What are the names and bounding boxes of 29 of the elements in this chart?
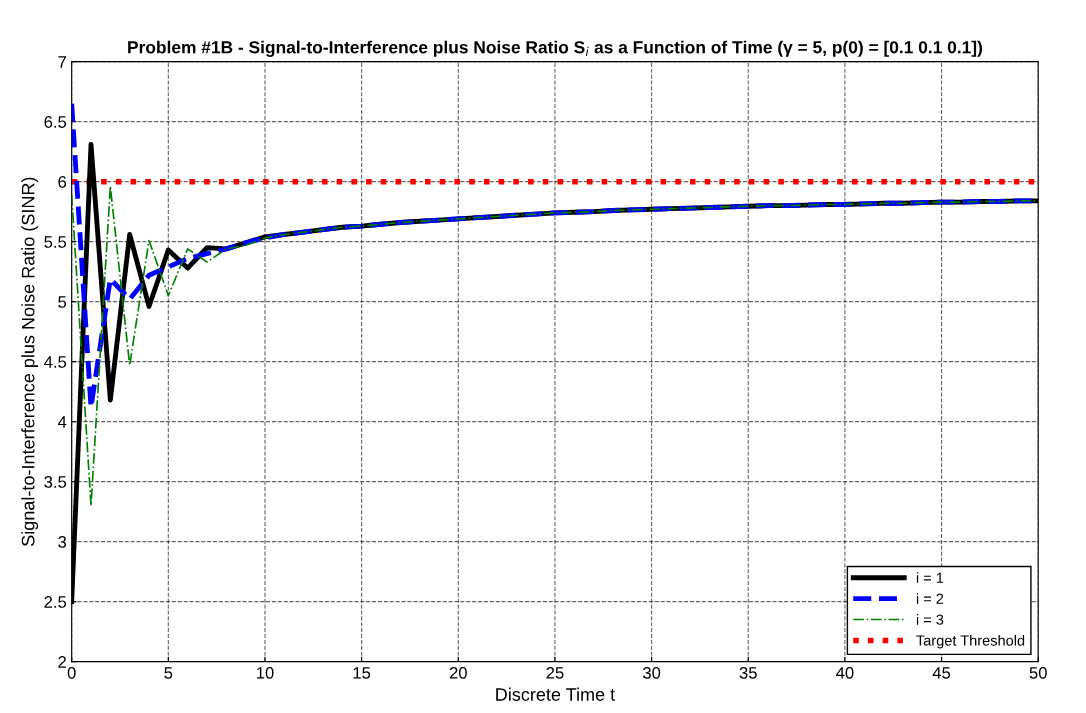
y-tick-label: 6	[58, 176, 67, 188]
x-tick-label: 0	[67, 666, 76, 679]
y-tick-label: 2	[58, 656, 66, 668]
x-tick-label: 20	[449, 666, 467, 679]
x-tick-label: 30	[642, 666, 661, 679]
x-tick-label: 10	[256, 666, 274, 679]
y-tick-label: 2.5	[44, 596, 67, 608]
y-tick-label: 7	[58, 56, 66, 68]
y-tick-label: 4.5	[44, 356, 67, 368]
y-tick-label: 5.5	[44, 236, 67, 248]
y-tick-label: 4	[57, 416, 67, 428]
y-tick-label: 5	[58, 296, 67, 308]
x-tick-label: 15	[353, 667, 371, 679]
legend-label: i = 3	[916, 614, 944, 625]
x-tick-label: 40	[836, 666, 854, 679]
x-tick-label: 35	[739, 666, 757, 679]
legend-label: i = 2	[916, 593, 944, 604]
y-tick-label: 3	[58, 536, 67, 548]
chart-title: Problem #1B - Signal-to-Interference plus Noise Ratio S$_{i}$ as a Function of Time (γ = 5, p(0) = [0.1 0.1 0.1])	[128, 40, 982, 57]
x-axis-title: Discrete Time t	[496, 687, 616, 701]
x-tick-label: 5	[164, 667, 173, 679]
x-tick-label: 50	[1029, 666, 1047, 679]
y-axis-title: Signal-to-Interference plus Noise Ratio (SINR)	[21, 177, 39, 546]
y-tick-label: 3.5	[44, 476, 67, 488]
x-tick-label: 45	[932, 667, 951, 679]
legend-label: i = 1	[916, 572, 944, 583]
legend-label: Target Threshold	[916, 634, 1025, 649]
y-tick-label: 6.5	[44, 116, 67, 128]
x-tick-label: 25	[546, 666, 564, 679]
